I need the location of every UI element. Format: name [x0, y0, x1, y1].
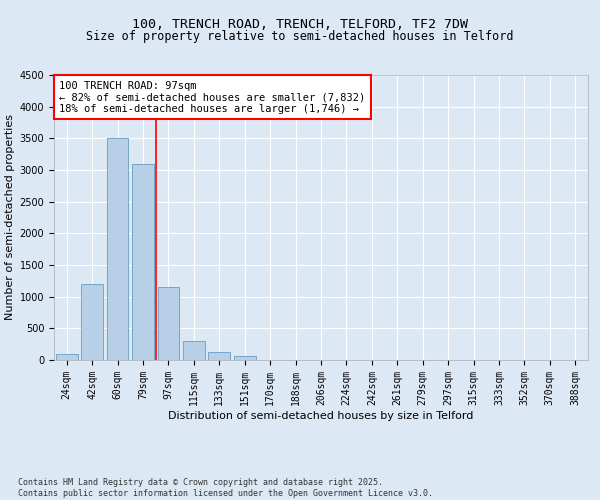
Bar	[208, 352, 230, 360]
Bar	[56, 354, 77, 360]
Bar	[132, 164, 154, 360]
Text: 100, TRENCH ROAD, TRENCH, TELFORD, TF2 7DW: 100, TRENCH ROAD, TRENCH, TELFORD, TF2 7…	[132, 18, 468, 30]
X-axis label: Distribution of semi-detached houses by size in Telford: Distribution of semi-detached houses by …	[169, 410, 473, 420]
Bar	[107, 138, 128, 360]
Bar	[234, 356, 256, 360]
Y-axis label: Number of semi-detached properties: Number of semi-detached properties	[5, 114, 16, 320]
Bar	[158, 287, 179, 360]
Bar	[183, 341, 205, 360]
Text: 100 TRENCH ROAD: 97sqm
← 82% of semi-detached houses are smaller (7,832)
18% of : 100 TRENCH ROAD: 97sqm ← 82% of semi-det…	[59, 80, 365, 114]
Text: Contains HM Land Registry data © Crown copyright and database right 2025.
Contai: Contains HM Land Registry data © Crown c…	[18, 478, 433, 498]
Text: Size of property relative to semi-detached houses in Telford: Size of property relative to semi-detach…	[86, 30, 514, 43]
Bar	[82, 284, 103, 360]
